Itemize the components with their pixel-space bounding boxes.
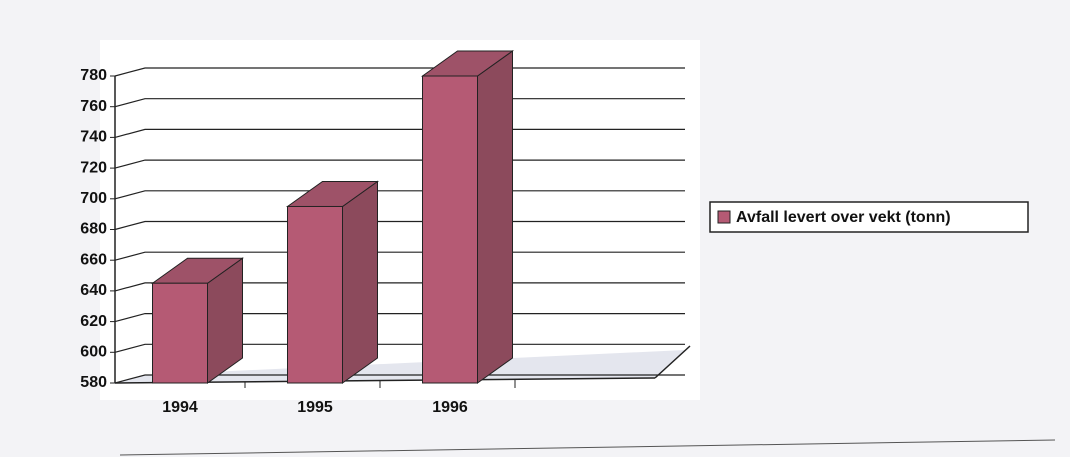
bar-side [342, 180, 378, 384]
y-tick-label: 640 [80, 282, 107, 299]
y-tick-label: 780 [80, 67, 107, 84]
legend: Avfall levert over vekt (tonn) [709, 201, 1029, 233]
legend-label: Avfall levert over vekt (tonn) [736, 209, 951, 226]
page-edge [119, 439, 1056, 456]
y-tick-label: 760 [80, 98, 107, 115]
legend-box [709, 201, 1029, 233]
bar-front [422, 75, 478, 384]
bar-front [287, 205, 343, 384]
bar-side [477, 50, 513, 384]
y-tick-label: 580 [80, 374, 107, 391]
y-tick-label: 620 [80, 313, 107, 330]
legend-swatch [717, 210, 731, 224]
x-tick-label: 1994 [162, 399, 198, 416]
y-tick-label: 600 [80, 344, 107, 361]
bar [420, 50, 515, 384]
y-tick-label: 680 [80, 221, 107, 238]
y-tick-label: 740 [80, 129, 107, 146]
bar [150, 257, 245, 384]
grid-line [114, 374, 685, 384]
x-tick-label: 1996 [432, 399, 468, 416]
y-tick-label: 660 [80, 251, 107, 268]
y-tick-label: 700 [80, 190, 107, 207]
x-tick-label: 1995 [297, 399, 333, 416]
y-tick-label: 720 [80, 159, 107, 176]
floor-edge [654, 345, 691, 379]
bar [285, 180, 380, 384]
bar-front [152, 282, 208, 384]
